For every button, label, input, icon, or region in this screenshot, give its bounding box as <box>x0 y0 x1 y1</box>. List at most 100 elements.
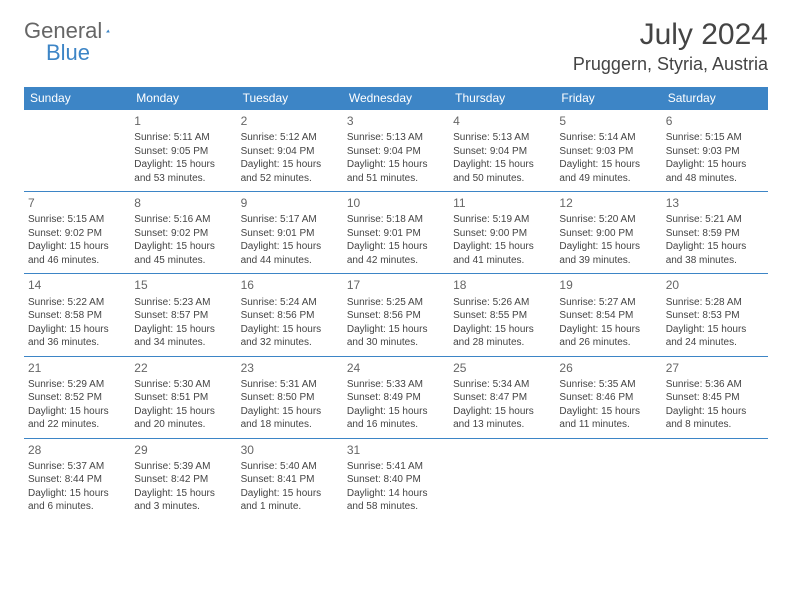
sunset-line: Sunset: 8:56 PM <box>241 309 339 323</box>
sunrise-line: Sunrise: 5:39 AM <box>134 460 232 474</box>
sunrise-line: Sunrise: 5:29 AM <box>28 378 126 392</box>
sunset-line: Sunset: 8:41 PM <box>241 473 339 487</box>
sunrise-line: Sunrise: 5:33 AM <box>347 378 445 392</box>
sunset-line: Sunset: 8:54 PM <box>559 309 657 323</box>
daylight-line: Daylight: 15 hours and 6 minutes. <box>28 487 126 514</box>
sunrise-line: Sunrise: 5:21 AM <box>666 213 764 227</box>
calendar-cell: 9Sunrise: 5:17 AMSunset: 9:01 PMDaylight… <box>237 192 343 274</box>
daylight-line: Daylight: 15 hours and 51 minutes. <box>347 158 445 185</box>
sunrise-line: Sunrise: 5:36 AM <box>666 378 764 392</box>
day-number: 29 <box>134 442 232 458</box>
calendar-cell <box>449 438 555 520</box>
calendar-header-row: SundayMondayTuesdayWednesdayThursdayFrid… <box>24 87 768 110</box>
calendar-cell: 21Sunrise: 5:29 AMSunset: 8:52 PMDayligh… <box>24 356 130 438</box>
calendar-cell: 15Sunrise: 5:23 AMSunset: 8:57 PMDayligh… <box>130 274 236 356</box>
sunrise-line: Sunrise: 5:22 AM <box>28 296 126 310</box>
sunset-line: Sunset: 8:57 PM <box>134 309 232 323</box>
sunset-line: Sunset: 8:46 PM <box>559 391 657 405</box>
day-number: 6 <box>666 113 764 129</box>
title-block: July 2024 Pruggern, Styria, Austria <box>573 18 768 75</box>
calendar-cell: 14Sunrise: 5:22 AMSunset: 8:58 PMDayligh… <box>24 274 130 356</box>
daylight-line: Daylight: 14 hours and 58 minutes. <box>347 487 445 514</box>
calendar-cell: 16Sunrise: 5:24 AMSunset: 8:56 PMDayligh… <box>237 274 343 356</box>
sunset-line: Sunset: 9:00 PM <box>559 227 657 241</box>
day-number: 20 <box>666 277 764 293</box>
calendar-cell: 28Sunrise: 5:37 AMSunset: 8:44 PMDayligh… <box>24 438 130 520</box>
calendar-cell <box>662 438 768 520</box>
sunrise-line: Sunrise: 5:25 AM <box>347 296 445 310</box>
calendar-cell: 7Sunrise: 5:15 AMSunset: 9:02 PMDaylight… <box>24 192 130 274</box>
calendar-row: 1Sunrise: 5:11 AMSunset: 9:05 PMDaylight… <box>24 110 768 192</box>
sunset-line: Sunset: 8:49 PM <box>347 391 445 405</box>
calendar-cell: 4Sunrise: 5:13 AMSunset: 9:04 PMDaylight… <box>449 110 555 192</box>
sunrise-line: Sunrise: 5:37 AM <box>28 460 126 474</box>
daylight-line: Daylight: 15 hours and 46 minutes. <box>28 240 126 267</box>
day-number: 12 <box>559 195 657 211</box>
daylight-line: Daylight: 15 hours and 11 minutes. <box>559 405 657 432</box>
daylight-line: Daylight: 15 hours and 39 minutes. <box>559 240 657 267</box>
sunset-line: Sunset: 9:03 PM <box>666 145 764 159</box>
daylight-line: Daylight: 15 hours and 16 minutes. <box>347 405 445 432</box>
day-number: 28 <box>28 442 126 458</box>
calendar-cell: 26Sunrise: 5:35 AMSunset: 8:46 PMDayligh… <box>555 356 661 438</box>
sunset-line: Sunset: 8:56 PM <box>347 309 445 323</box>
daylight-line: Daylight: 15 hours and 18 minutes. <box>241 405 339 432</box>
daylight-line: Daylight: 15 hours and 34 minutes. <box>134 323 232 350</box>
sunrise-line: Sunrise: 5:15 AM <box>666 131 764 145</box>
daylight-line: Daylight: 15 hours and 32 minutes. <box>241 323 339 350</box>
calendar-cell: 19Sunrise: 5:27 AMSunset: 8:54 PMDayligh… <box>555 274 661 356</box>
sunset-line: Sunset: 8:42 PM <box>134 473 232 487</box>
sunset-line: Sunset: 8:47 PM <box>453 391 551 405</box>
daylight-line: Daylight: 15 hours and 30 minutes. <box>347 323 445 350</box>
sunrise-line: Sunrise: 5:14 AM <box>559 131 657 145</box>
day-number: 27 <box>666 360 764 376</box>
daylight-line: Daylight: 15 hours and 20 minutes. <box>134 405 232 432</box>
day-number: 25 <box>453 360 551 376</box>
calendar-cell: 8Sunrise: 5:16 AMSunset: 9:02 PMDaylight… <box>130 192 236 274</box>
calendar-cell: 11Sunrise: 5:19 AMSunset: 9:00 PMDayligh… <box>449 192 555 274</box>
sunset-line: Sunset: 8:45 PM <box>666 391 764 405</box>
day-number: 8 <box>134 195 232 211</box>
sunset-line: Sunset: 9:04 PM <box>241 145 339 159</box>
logo-icon <box>106 22 110 40</box>
day-number: 11 <box>453 195 551 211</box>
day-number: 4 <box>453 113 551 129</box>
daylight-line: Daylight: 15 hours and 26 minutes. <box>559 323 657 350</box>
calendar-cell: 24Sunrise: 5:33 AMSunset: 8:49 PMDayligh… <box>343 356 449 438</box>
daylight-line: Daylight: 15 hours and 1 minute. <box>241 487 339 514</box>
calendar-cell: 10Sunrise: 5:18 AMSunset: 9:01 PMDayligh… <box>343 192 449 274</box>
sunset-line: Sunset: 8:53 PM <box>666 309 764 323</box>
calendar-cell: 20Sunrise: 5:28 AMSunset: 8:53 PMDayligh… <box>662 274 768 356</box>
location-subtitle: Pruggern, Styria, Austria <box>573 54 768 75</box>
calendar-cell: 29 Sunrise: 5:39 AMSunset: 8:42 PMDayligh… <box>130 438 236 520</box>
daylight-line: Daylight: 15 hours and 49 minutes. <box>559 158 657 185</box>
sunrise-line: Sunrise: 5:24 AM <box>241 296 339 310</box>
day-number: 30 <box>241 442 339 458</box>
day-header: Wednesday <box>343 87 449 110</box>
day-number: 26 <box>559 360 657 376</box>
sunrise-line: Sunrise: 5:12 AM <box>241 131 339 145</box>
sunset-line: Sunset: 8:55 PM <box>453 309 551 323</box>
sunrise-line: Sunrise: 5:40 AM <box>241 460 339 474</box>
daylight-line: Daylight: 15 hours and 45 minutes. <box>134 240 232 267</box>
sunset-line: Sunset: 9:03 PM <box>559 145 657 159</box>
calendar-cell: 31Sunrise: 5:41 AMSunset: 8:40 PMDayligh… <box>343 438 449 520</box>
daylight-line: Daylight: 15 hours and 3 minutes. <box>134 487 232 514</box>
daylight-line: Daylight: 15 hours and 13 minutes. <box>453 405 551 432</box>
day-number: 14 <box>28 277 126 293</box>
sunset-line: Sunset: 8:40 PM <box>347 473 445 487</box>
sunset-line: Sunset: 8:52 PM <box>28 391 126 405</box>
sunrise-line: Sunrise: 5:23 AM <box>134 296 232 310</box>
daylight-line: Daylight: 15 hours and 41 minutes. <box>453 240 551 267</box>
sunrise-line: Sunrise: 5:17 AM <box>241 213 339 227</box>
sunrise-line: Sunrise: 5:18 AM <box>347 213 445 227</box>
calendar-cell: 30 Sunrise: 5:40 AMSunset: 8:41 PMDayligh… <box>237 438 343 520</box>
sunset-line: Sunset: 9:01 PM <box>241 227 339 241</box>
day-number: 13 <box>666 195 764 211</box>
sunrise-line: Sunrise: 5:20 AM <box>559 213 657 227</box>
daylight-line: Daylight: 15 hours and 22 minutes. <box>28 405 126 432</box>
daylight-line: Daylight: 15 hours and 28 minutes. <box>453 323 551 350</box>
calendar-cell: 1Sunrise: 5:11 AMSunset: 9:05 PMDaylight… <box>130 110 236 192</box>
sunrise-line: Sunrise: 5:13 AM <box>453 131 551 145</box>
sunrise-line: Sunrise: 5:15 AM <box>28 213 126 227</box>
